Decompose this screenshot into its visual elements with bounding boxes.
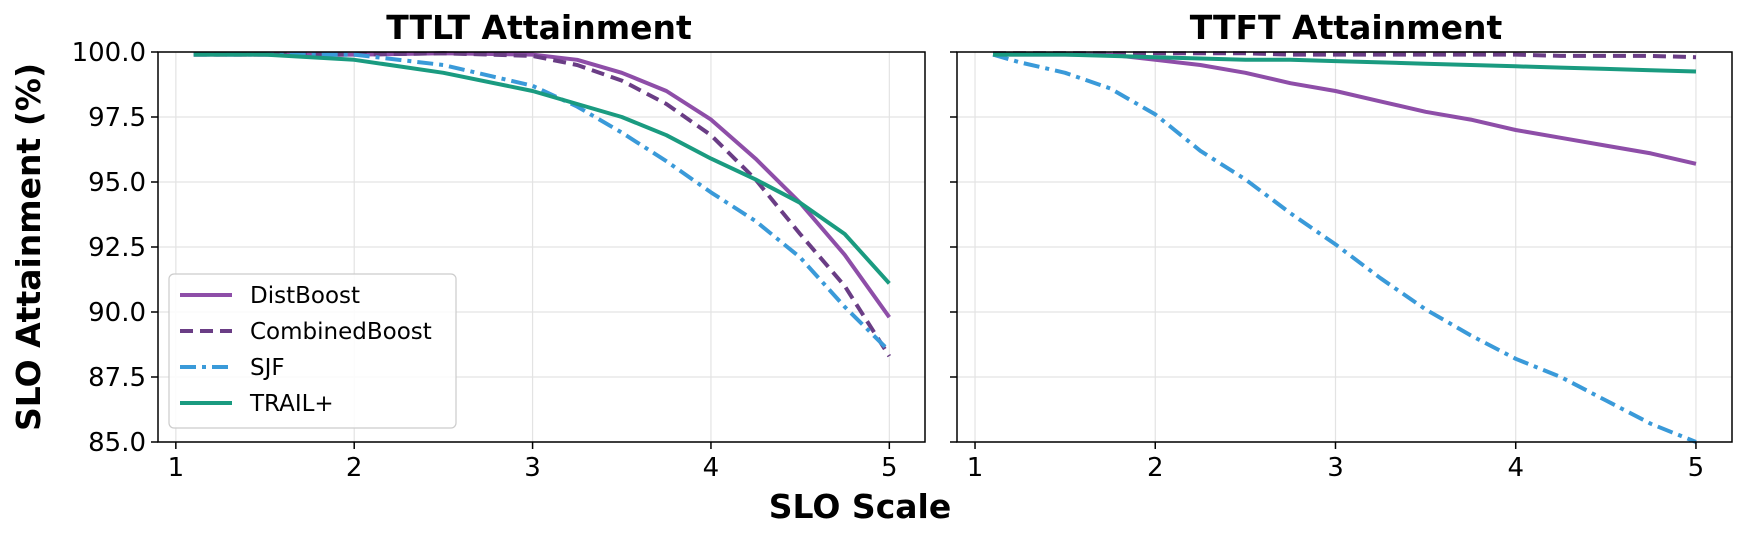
x-axis-label: SLO Scale — [769, 487, 951, 526]
legend-box — [168, 273, 457, 429]
x-tick-label: 4 — [703, 453, 720, 483]
legend-label-distboost: DistBoost — [250, 283, 360, 309]
y-tick-label: 87.5 — [88, 363, 146, 393]
x-tick-label: 5 — [881, 453, 898, 483]
axis-ticks: 1 2 3 4 5 — [950, 51, 1705, 483]
legend-label-trail-plus: TRAIL+ — [249, 391, 334, 417]
grid — [957, 51, 1732, 443]
x-tick-label: 5 — [1688, 453, 1705, 483]
x-tick-label: 1 — [168, 453, 185, 483]
series-line-sjf — [992, 52, 1697, 444]
y-tick-label: 85.0 — [88, 428, 146, 458]
x-tick-label: 3 — [524, 453, 541, 483]
y-tick-label: 90.0 — [88, 298, 146, 328]
x-tick-label: 2 — [1147, 453, 1164, 483]
chart-panel-ttlt: TTLT Attainment 1 2 3 4 5 85.0 87.5 90.0 92.5 95.… — [72, 8, 926, 483]
y-axis-label: SLO Attainment (%) — [9, 63, 48, 431]
series-lines — [193, 51, 891, 358]
x-tick-label: 2 — [346, 453, 363, 483]
series-line-sjf — [193, 52, 891, 353]
legend-label-combinedboost: CombinedBoost — [250, 319, 432, 345]
series-lines — [992, 51, 1697, 444]
y-tick-label: 97.5 — [88, 103, 146, 133]
legend-label-sjf: SJF — [250, 355, 285, 381]
y-tick-label: 92.5 — [88, 233, 146, 263]
chart-panel-ttft: TTFT Attainment 1 2 3 4 5 — [950, 8, 1733, 483]
series-line-trail-plus — [993, 52, 1697, 74]
x-tick-label: 3 — [1327, 453, 1344, 483]
axis-ticks: 1 2 3 4 5 85.0 87.5 90.0 92.5 95.0 97.5 100.0 — [72, 38, 898, 483]
chart-title: TTLT Attainment — [386, 8, 692, 47]
x-tick-label: 1 — [967, 453, 984, 483]
x-tick-label: 4 — [1507, 453, 1524, 483]
y-tick-label: 95.0 — [88, 168, 146, 198]
series-line-distboost — [993, 52, 1697, 166]
legend: DistBoost CombinedBoost SJF TRAIL+ — [168, 273, 457, 429]
y-tick-label: 100.0 — [72, 38, 146, 68]
series-line-combinedboost — [993, 51, 1697, 60]
chart-title: TTFT Attainment — [1190, 8, 1503, 47]
series-line-trail-plus — [193, 52, 891, 285]
